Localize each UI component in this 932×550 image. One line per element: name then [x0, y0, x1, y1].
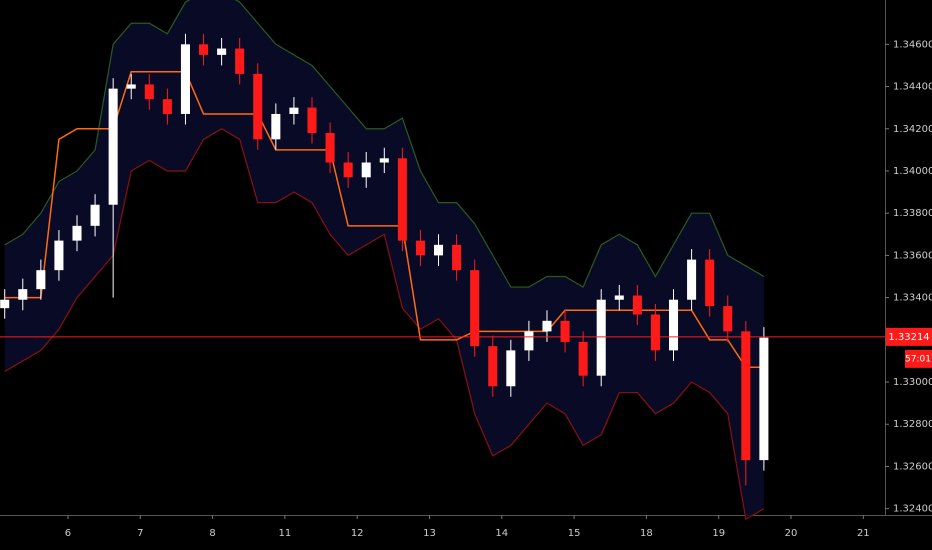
y-tick-label: 1.34000	[893, 166, 932, 177]
x-tick-label: 12	[351, 528, 364, 539]
candle-body	[54, 240, 64, 271]
candle-body	[705, 259, 715, 307]
candle-body	[235, 48, 245, 74]
candle-body	[162, 99, 172, 114]
candle-body	[108, 88, 118, 205]
candle-body	[668, 299, 679, 351]
y-tick-label: 1.34600	[893, 39, 932, 50]
candle-body	[217, 48, 227, 55]
x-tick-label: 18	[640, 528, 653, 539]
candle-body	[72, 225, 82, 241]
x-tick-label: 6	[65, 528, 71, 539]
candle-body	[271, 113, 281, 140]
candle-body	[144, 84, 154, 100]
candle-body	[578, 341, 588, 376]
candle-body	[650, 314, 660, 351]
x-tick-label: 14	[495, 528, 508, 539]
last-price-label: 1.33214	[888, 332, 929, 343]
candle-body	[415, 240, 425, 256]
y-tick-label: 1.34400	[893, 82, 932, 93]
candle-body	[596, 299, 606, 376]
x-tick-label: 8	[209, 528, 215, 539]
band-fill	[4, 0, 764, 520]
candle-body	[506, 350, 516, 387]
countdown-label: 57:01	[905, 354, 931, 364]
candle-body	[488, 346, 498, 387]
candle-body	[452, 244, 462, 271]
candle-body	[379, 158, 389, 163]
candle-body	[759, 337, 769, 461]
candle-body	[253, 73, 263, 140]
candle-body	[343, 162, 353, 178]
candle-body	[632, 295, 642, 315]
candle-body	[723, 306, 733, 332]
y-tick-label: 1.33000	[893, 377, 932, 388]
candle-body	[434, 244, 444, 256]
candle-body	[126, 84, 136, 89]
candle-body	[361, 162, 371, 178]
candle-body	[36, 270, 46, 290]
candle-body	[542, 320, 552, 332]
x-tick-label: 19	[712, 528, 725, 539]
y-tick-label: 1.33600	[893, 250, 932, 261]
candle-body	[0, 299, 10, 309]
candle-body	[90, 204, 100, 226]
candle-body	[614, 295, 624, 300]
candle-body	[199, 44, 209, 55]
y-tick-label: 1.32800	[893, 419, 932, 430]
last-price-box	[886, 327, 932, 346]
candle-body	[289, 107, 299, 114]
candle-body	[18, 289, 28, 300]
x-tick-label: 21	[857, 528, 870, 539]
candle-body	[687, 259, 697, 300]
y-tick-label: 1.32400	[893, 504, 932, 515]
candle-body	[397, 158, 407, 241]
candle-body	[524, 331, 534, 351]
candle-body	[180, 44, 190, 114]
candle-body	[560, 320, 570, 342]
x-tick-label: 7	[137, 528, 143, 539]
y-tick-label: 1.33800	[893, 208, 932, 219]
y-tick-label: 1.33400	[893, 293, 932, 304]
upper-band	[4, 0, 765, 288]
x-tick-label: 15	[568, 528, 581, 539]
lower-band	[4, 128, 765, 521]
y-tick-label: 1.34200	[893, 124, 932, 135]
candle-body	[307, 107, 317, 133]
candle-body	[325, 132, 335, 163]
y-tick-label: 1.32600	[893, 461, 932, 472]
countdown-box	[905, 349, 932, 368]
candle-body	[470, 270, 480, 347]
candle-body	[741, 331, 751, 461]
x-tick-label: 11	[279, 528, 292, 539]
x-tick-label: 20	[785, 528, 798, 539]
x-tick-label: 13	[423, 528, 436, 539]
